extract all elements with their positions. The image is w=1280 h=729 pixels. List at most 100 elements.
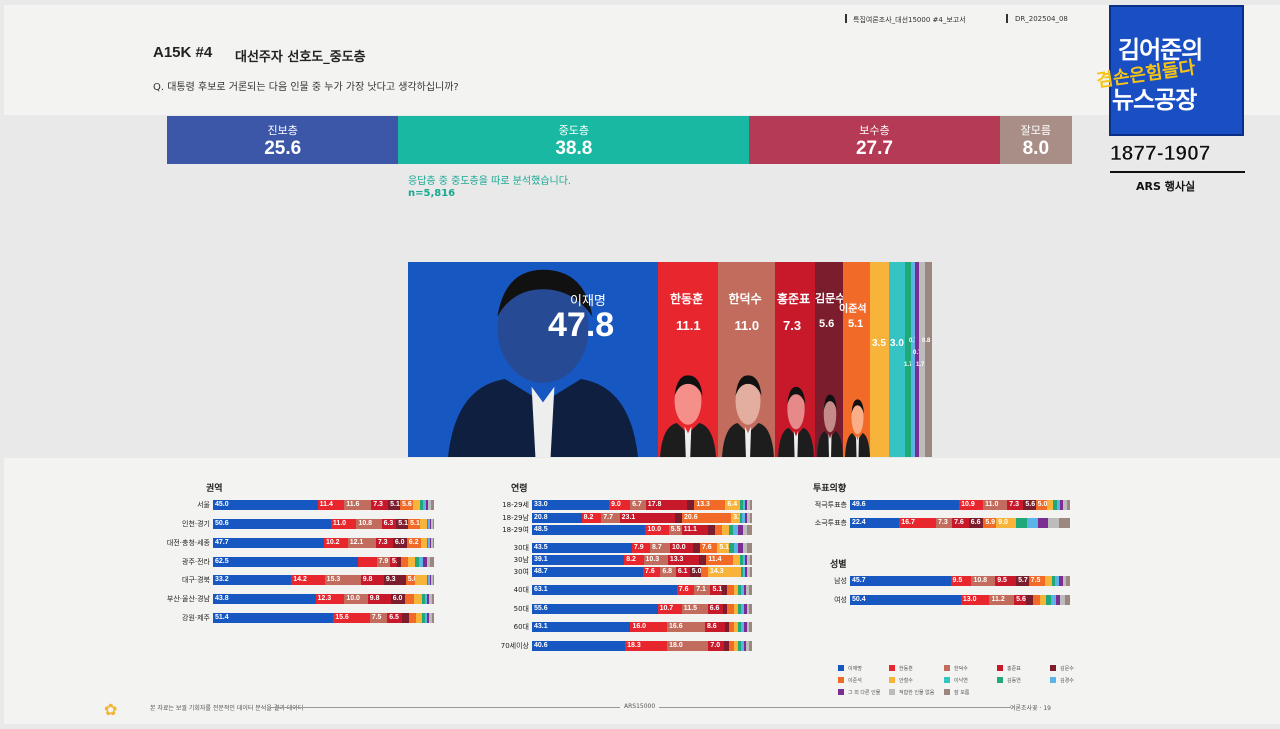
logo-text: 뉴스공장 [1112, 86, 1197, 114]
legend-swatch [838, 677, 844, 683]
breakdown-row-label: 40대 [513, 586, 529, 594]
legend-swatch [889, 665, 895, 671]
stacked-segment: 6.1 [675, 567, 690, 577]
stacked-segment: 18.3 [625, 641, 668, 651]
stacked-segment [747, 543, 752, 553]
stacked-segment [358, 557, 377, 567]
stacked-segment [1065, 595, 1070, 605]
stacked-segment [1060, 595, 1066, 605]
stacked-segment [1059, 518, 1070, 528]
stacked-segment: 10.0 [645, 525, 669, 535]
stacked-segment [425, 500, 429, 510]
ideology-value: 25.6 [264, 138, 302, 159]
legend-label: 한동훈 [899, 666, 913, 672]
stacked-segment: 49.6 [850, 500, 960, 510]
stacked-segment: 6.8 [660, 567, 676, 577]
candidate-value: 5.6 [819, 318, 835, 330]
legend-label: 그 외 다른 인물 [848, 690, 881, 696]
stacked-segment [426, 594, 430, 604]
stacked-segment: 5.7 [1016, 576, 1029, 586]
stacked-segment: 45.7 [850, 576, 951, 586]
stacked-segment [1059, 500, 1064, 510]
stacked-segment: 47.7 [213, 538, 324, 548]
stacked-segment [701, 567, 708, 577]
candidate-bar: 0.7 [913, 262, 921, 457]
breakdown-row-label: 남성 [834, 577, 847, 585]
candidate-bar: 3.5 [870, 262, 889, 457]
stacked-segment: 22.4 [850, 518, 900, 528]
candidate-value: 11.0 [734, 318, 760, 333]
stacked-segment [420, 500, 423, 510]
stacked-segment: 5.1 [717, 543, 730, 553]
stacked-segment [744, 500, 748, 510]
stacked-segment [1053, 500, 1057, 510]
candidate-portrait [817, 392, 843, 457]
stacked-segment [742, 567, 746, 577]
stacked-segment [740, 500, 743, 510]
breakdown-row-label: 18-29여 [502, 526, 529, 534]
stacked-segment [422, 594, 425, 604]
stacked-segment: 8.7 [650, 543, 670, 553]
stacked-segment [404, 594, 415, 604]
stacked-segment [429, 613, 432, 623]
stacked-segment: 11.4 [706, 555, 734, 565]
candidate-bar: 0.7 [909, 262, 918, 457]
breakdown-row-label: 18-29세 [502, 501, 529, 509]
stacked-segment: 7.3 [375, 538, 393, 548]
stacked-segment [714, 525, 722, 535]
stacked-segment: 5.7 [389, 557, 397, 567]
stacked-segment: 33.2 [213, 575, 292, 585]
stacked-segment [743, 641, 747, 651]
stacked-segment [743, 622, 747, 632]
stacked-segment [1039, 595, 1047, 605]
legend-label: 이낙연 [954, 678, 968, 684]
candidate-value: 0.7 [909, 338, 918, 344]
stacked-segment: 16.0 [630, 622, 667, 632]
stacked-segment: 12.1 [347, 538, 376, 548]
candidate-bar: 3.0 [889, 262, 905, 457]
stacked-segment [738, 543, 743, 553]
sample-size: n=5,816 [408, 188, 456, 199]
stacked-segment: 5.1 [388, 500, 401, 510]
stacked-segment [424, 594, 427, 604]
stacked-segment [426, 575, 429, 585]
ideology-label: 보수층 [859, 124, 890, 137]
breakdown-row-label: 강원·제주 [182, 614, 210, 622]
stacked-segment [431, 575, 433, 585]
stacked-segment [1033, 595, 1040, 605]
stacked-segment [415, 557, 420, 567]
ideology-label: 잘모름 [1020, 124, 1052, 137]
stacked-segment [742, 500, 745, 510]
stacked-segment: 6.7 [630, 500, 646, 510]
legend-swatch [889, 689, 895, 695]
stacked-segment [1048, 518, 1060, 528]
stacked-segment: 7.0 [708, 641, 725, 651]
stacked-segment [745, 567, 748, 577]
stacked-segment [428, 519, 430, 529]
stacked-segment: 10.0 [670, 543, 693, 553]
meta-divider [1006, 14, 1008, 23]
stacked-segment [429, 594, 432, 604]
stacked-segment [743, 585, 747, 595]
stacked-segment: 10.8 [356, 519, 382, 529]
stacked-segment [422, 613, 425, 623]
breakdown-row-label: 대구·경북 [182, 576, 210, 584]
stacked-segment [742, 525, 748, 535]
candidate-bar: 이재명 47.8 [408, 262, 658, 457]
legend-swatch [944, 689, 950, 695]
breakdown-row-label: 30남 [513, 556, 529, 564]
stacked-segment [424, 613, 427, 623]
stacked-segment [1046, 595, 1051, 605]
stacked-segment: 7.9 [376, 557, 390, 567]
stacked-segment [1016, 518, 1027, 528]
stacked-segment: 5.6 [1023, 500, 1036, 510]
candidate-bar: 한덕수 11.0 [718, 262, 775, 457]
stacked-segment [749, 585, 752, 595]
stacked-segment: 13.3 [694, 500, 726, 510]
stacked-segment [733, 622, 739, 632]
stacked-segment [746, 641, 750, 651]
stacked-segment [429, 519, 432, 529]
stacked-segment: 6.4 [725, 500, 741, 510]
breakdown-row-label: 소극투표층 [814, 519, 847, 527]
legend-swatch [944, 677, 950, 683]
